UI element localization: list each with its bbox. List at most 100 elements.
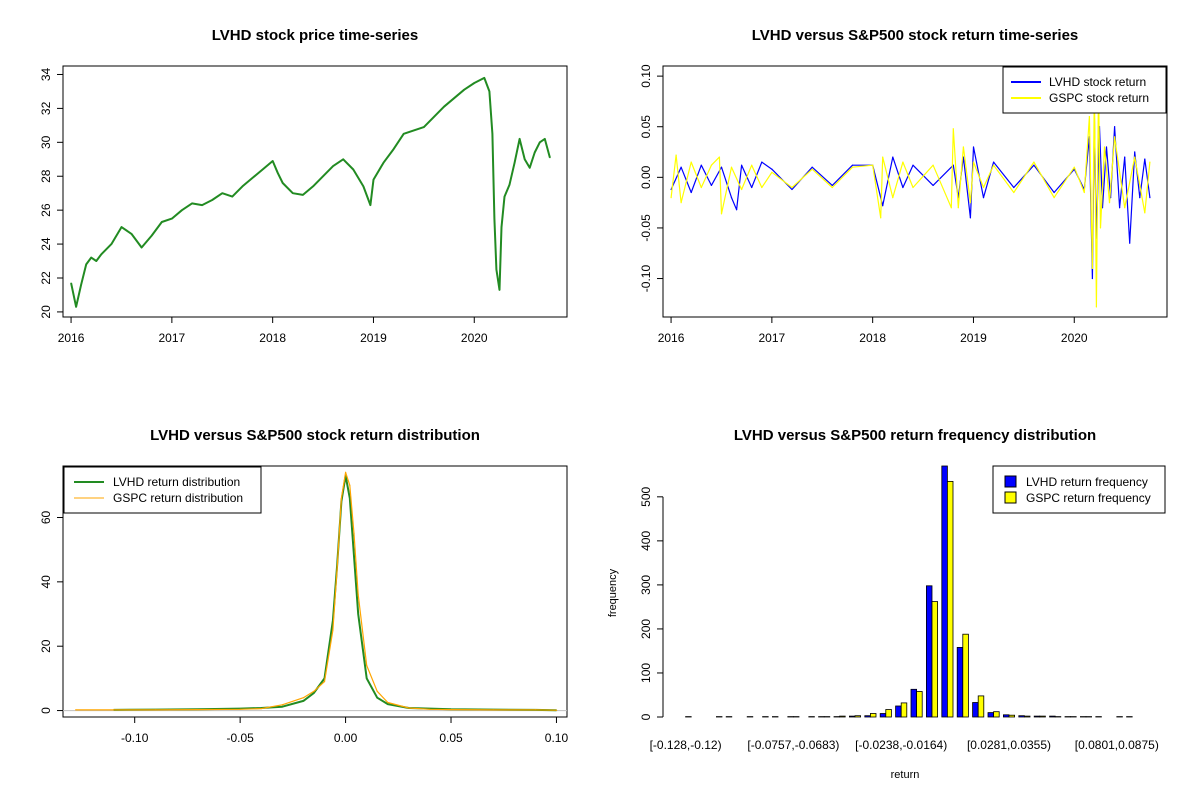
data-point-gspc-stock-return (882, 156, 884, 158)
data-point-lvhd (161, 221, 163, 223)
data-point-gspc-stock-return (972, 161, 975, 163)
data-point-gspc-return-distribution (387, 701, 389, 704)
data-point-lvhd-stock-return (1105, 146, 1108, 148)
data-point-gspc-stock-return (730, 166, 733, 168)
data-point-lvhd-stock-return (851, 164, 854, 166)
bar-lvhd-return-frequency (910, 688, 917, 718)
data-point-lvhd-stock-return (680, 166, 682, 168)
data-point-lvhd-stock-return (811, 166, 813, 168)
data-point-lvhd (191, 202, 193, 204)
data-point-gspc-return-distribution (323, 681, 326, 683)
data-point-lvhd-stock-return (1091, 277, 1093, 280)
x-tick-label: 0.05 (439, 731, 463, 745)
data-point-lvhd (382, 162, 385, 164)
data-point-lvhd-return-distribution (302, 700, 304, 702)
data-point-gspc-stock-return (1073, 166, 1075, 168)
data-point-gspc-return-distribution (197, 709, 199, 711)
bar-gspc-return-frequency (1024, 715, 1031, 718)
data-point-gspc-return-distribution (332, 629, 334, 631)
data-point-gspc-stock-return (675, 154, 677, 156)
data-point-lvhd (413, 129, 415, 131)
data-point-gspc-stock-return (720, 213, 723, 215)
data-point-lvhd (423, 126, 425, 128)
data-point-lvhd-return-distribution (376, 697, 378, 699)
data-point-lvhd (503, 196, 506, 198)
data-point-gspc-stock-return (982, 186, 985, 189)
y-tick-label: 30 (39, 135, 53, 149)
density-legend-box (63, 466, 262, 514)
x-tick-label: 2016 (58, 331, 85, 345)
data-point-lvhd (514, 162, 516, 164)
data-point-gspc-return-distribution (75, 709, 77, 711)
data-point-lvhd-stock-return (892, 156, 894, 158)
returns-legend-box (1002, 66, 1167, 114)
data-point-lvhd (473, 82, 475, 84)
data-point-lvhd-stock-return (710, 184, 713, 186)
series-line-gspc-return-distribution (75, 471, 557, 711)
data-point-gspc-stock-return (950, 207, 952, 209)
data-point-lvhd (282, 182, 284, 184)
data-point-lvhd (95, 260, 97, 262)
data-point-lvhd (463, 89, 465, 91)
x-tick-label: 2017 (759, 331, 786, 345)
bar-gspc-return-frequency (1008, 714, 1015, 718)
data-point-lvhd (433, 116, 435, 118)
data-point-lvhd (171, 218, 173, 220)
data-point-gspc-stock-return (912, 186, 914, 189)
data-point-gspc-return-distribution (281, 704, 283, 706)
data-point-lvhd-stock-return (969, 217, 972, 219)
data-point-lvhd (277, 172, 279, 174)
data-point-lvhd-stock-return (720, 166, 723, 168)
data-point-gspc-stock-return (680, 202, 682, 204)
y-tick-label: 24 (39, 237, 53, 251)
data-point-lvhd (241, 185, 243, 187)
data-point-gspc-stock-return (851, 166, 854, 168)
data-point-gspc-stock-return (791, 186, 793, 189)
data-point-lvhd-stock-return (670, 188, 672, 191)
legend-label-lvhd-frequency: LVHD return frequency (1026, 475, 1148, 489)
data-point-gspc-return-distribution (260, 708, 262, 710)
series-line-lvhd-stock-return (670, 115, 1151, 280)
data-point-lvhd (491, 133, 493, 135)
y-tick-label: 500 (639, 486, 653, 506)
data-point-lvhd-stock-return (761, 161, 763, 163)
price-chart-panel: LVHD stock price time-series 2016 2017 201… (39, 27, 568, 345)
data-point-lvhd-stock-return (771, 168, 773, 170)
density-chart-panel: LVHD versus S&P500 stock return distribu… (39, 427, 568, 745)
bar-gspc-return-frequency (931, 601, 938, 718)
data-point-lvhd (130, 233, 133, 235)
data-point-lvhd (549, 157, 551, 159)
data-point-lvhd (181, 209, 183, 211)
data-point-gspc-return-distribution (313, 690, 315, 692)
bar-gspc-return-frequency (1039, 715, 1046, 718)
y-tick-label: 22 (39, 271, 53, 285)
data-point-lvhd (100, 253, 102, 255)
data-point-gspc-stock-return (1083, 191, 1085, 194)
data-point-gspc-stock-return (751, 164, 753, 166)
data-point-lvhd-stock-return (1144, 158, 1146, 160)
data-point-gspc-return-distribution (155, 709, 157, 711)
frequency-x-axis-label: return (891, 769, 920, 781)
x-tick-label: 2016 (658, 331, 685, 345)
data-point-lvhd (251, 177, 254, 179)
frequency-chart-title: LVHD versus S&P500 return frequency dist… (734, 427, 1096, 444)
data-point-gspc-stock-return (670, 197, 672, 199)
data-point-lvhd-stock-return (1053, 191, 1055, 194)
data-point-gspc-return-distribution (302, 697, 304, 699)
data-point-lvhd (488, 90, 490, 92)
data-point-lvhd (120, 226, 123, 228)
y-tick-label: 0.10 (639, 64, 653, 88)
data-point-gspc-return-distribution (353, 533, 355, 535)
y-tick-label: 400 (639, 531, 653, 551)
data-point-lvhd (322, 175, 324, 177)
data-point-lvhd-stock-return (982, 197, 985, 199)
data-point-lvhd (393, 148, 395, 150)
data-point-gspc-stock-return (952, 128, 954, 130)
data-point-lvhd-stock-return (700, 164, 702, 166)
data-point-gspc-return-distribution (376, 690, 378, 692)
data-point-lvhd-return-distribution (313, 692, 315, 694)
data-point-lvhd-stock-return (741, 164, 743, 166)
bar-lvhd-return-frequency (849, 715, 856, 718)
bar-gspc-return-frequency (885, 709, 892, 718)
data-point-gspc-stock-return (690, 161, 692, 163)
